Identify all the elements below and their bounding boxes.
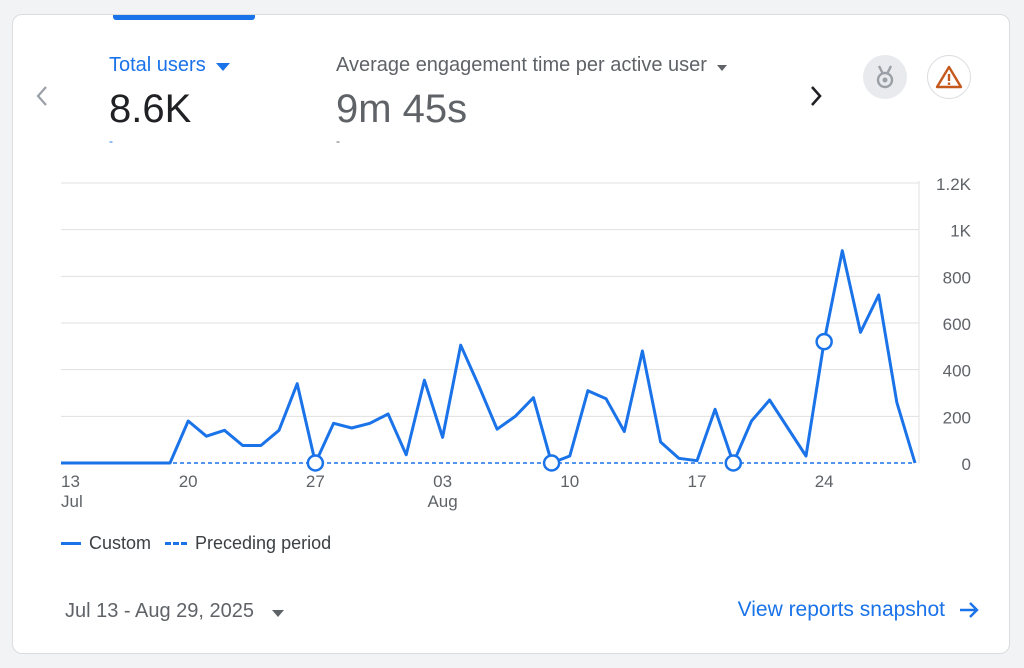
metric-change: - (336, 134, 340, 147)
legend-swatch (61, 542, 81, 545)
chevron-right-icon (811, 86, 822, 106)
annotation-marker (542, 454, 561, 472)
annotation-marker (724, 454, 743, 472)
metric-label: Total users (109, 54, 206, 76)
legend-item-custom: Custom (61, 533, 151, 554)
x-tick-sublabel: Aug (427, 492, 457, 511)
date-range-label: Jul 13 - Aug 29, 2025 (65, 600, 255, 622)
arrow-right-icon (960, 602, 979, 618)
warning-button[interactable] (927, 55, 971, 99)
chevron-left-icon (36, 86, 47, 106)
x-tick-sublabel: Jul (61, 492, 83, 511)
x-tick-label: 03 (433, 472, 452, 491)
metric-value: 8.6K (109, 87, 192, 131)
x-tick-label: 20 (179, 472, 198, 491)
metric-value: 9m 45s (336, 87, 468, 131)
y-tick-label: 400 (943, 362, 971, 381)
overview-card: Total users 8.6K - Average engagement ti… (12, 14, 1010, 654)
date-range-selector[interactable]: Jul 13 - Aug 29, 2025 (65, 600, 285, 623)
insights-button[interactable] (863, 55, 907, 99)
warning-triangle-icon (935, 65, 963, 89)
view-reports-snapshot-link[interactable]: View reports snapshot (738, 598, 979, 622)
y-tick-label: 0 (962, 455, 971, 474)
y-tick-label: 1K (950, 222, 971, 241)
metric-tab-total-users[interactable]: Total users 8.6K - (109, 51, 309, 147)
series-line-custom (61, 249, 917, 465)
y-tick-label: 600 (943, 315, 971, 334)
y-tick-label: 1.2K (936, 175, 972, 194)
x-tick-label: 27 (306, 472, 325, 491)
chart-legend: Custom Preceding period (61, 533, 345, 554)
legend-swatch (165, 542, 188, 545)
metric-label: Average engagement time per active user (336, 54, 707, 76)
caret-down-icon[interactable] (215, 51, 230, 79)
y-tick-label: 800 (943, 268, 971, 287)
legend-label: Custom (89, 533, 152, 553)
metric-tab-engagement-time[interactable]: Average engagement time per active user … (336, 51, 796, 147)
x-tick-label: 17 (687, 472, 706, 491)
legend-label: Preceding period (195, 533, 332, 553)
legend-item-preceding: Preceding period (165, 533, 331, 554)
metric-change: - (109, 134, 113, 148)
x-tick-label: 10 (560, 472, 579, 491)
link-label: View reports snapshot (737, 598, 945, 621)
next-metric-button[interactable] (803, 81, 829, 111)
annotation-marker (306, 454, 325, 472)
insights-badge-icon (876, 65, 894, 89)
annotation-marker (815, 332, 833, 351)
x-tick-label: 24 (815, 472, 834, 491)
y-tick-label: 200 (943, 408, 971, 427)
x-tick-label: 13 (61, 472, 80, 491)
prev-metric-button[interactable] (29, 81, 55, 111)
active-tab-indicator (113, 15, 255, 20)
caret-down-icon (272, 600, 285, 623)
caret-down-icon[interactable] (716, 51, 727, 79)
